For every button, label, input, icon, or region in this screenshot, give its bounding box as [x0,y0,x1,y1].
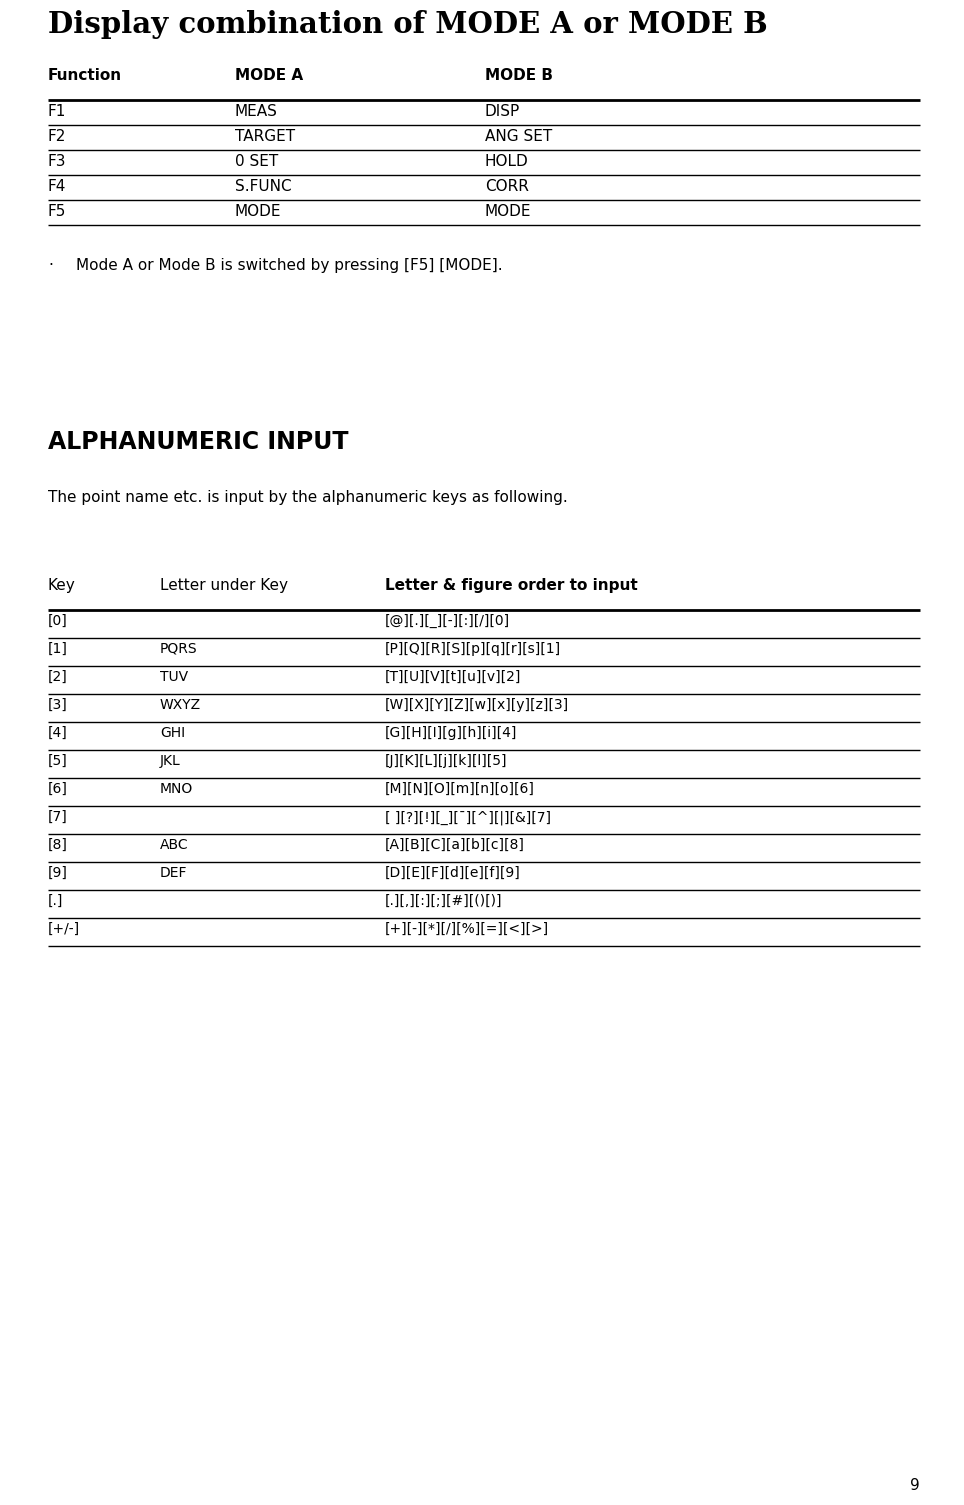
Text: The point name etc. is input by the alphanumeric keys as following.: The point name etc. is input by the alph… [48,491,568,506]
Text: GHI: GHI [160,725,185,740]
Text: [M][N][O][m][n][o][6]: [M][N][O][m][n][o][6] [385,783,535,796]
Text: [ ][?][!][_][¯][^][|][&][7]: [ ][?][!][_][¯][^][|][&][7] [385,810,551,825]
Text: Letter & figure order to input: Letter & figure order to input [385,578,638,593]
Text: [W][X][Y][Z][w][x][y][z][3]: [W][X][Y][Z][w][x][y][z][3] [385,698,569,712]
Text: [A][B][C][a][b][c][8]: [A][B][C][a][b][c][8] [385,838,524,852]
Text: F3: F3 [48,154,67,169]
Text: S.FUNC: S.FUNC [235,179,292,194]
Text: [+/-]: [+/-] [48,923,80,936]
Text: 0 SET: 0 SET [235,154,279,169]
Text: TUV: TUV [160,670,188,683]
Text: ABC: ABC [160,838,189,852]
Text: [6]: [6] [48,783,67,796]
Text: F1: F1 [48,104,67,119]
Text: [.]: [.] [48,894,64,908]
Text: [D][E][F][d][e][f][9]: [D][E][F][d][e][f][9] [385,865,521,880]
Text: PQRS: PQRS [160,643,198,656]
Text: F2: F2 [48,129,67,144]
Text: Key: Key [48,578,76,593]
Text: JKL: JKL [160,754,181,768]
Text: [0]: [0] [48,614,67,628]
Text: [@][.][_][-][:][/][0]: [@][.][_][-][:][/][0] [385,614,510,628]
Text: F5: F5 [48,205,67,220]
Text: Letter under Key: Letter under Key [160,578,288,593]
Text: Mode A or Mode B is switched by pressing [F5] [MODE].: Mode A or Mode B is switched by pressing… [76,257,502,272]
Text: WXYZ: WXYZ [160,698,201,712]
Text: [2]: [2] [48,670,67,683]
Text: MNO: MNO [160,783,193,796]
Text: [G][H][I][g][h][i][4]: [G][H][I][g][h][i][4] [385,725,518,740]
Text: [7]: [7] [48,810,67,825]
Text: MODE A: MODE A [235,68,303,83]
Text: CORR: CORR [485,179,529,194]
Text: [P][Q][R][S][p][q][r][s][1]: [P][Q][R][S][p][q][r][s][1] [385,643,561,656]
Text: TARGET: TARGET [235,129,295,144]
Text: Display combination of MODE A or MODE B: Display combination of MODE A or MODE B [48,11,767,39]
Text: ALPHANUMERIC INPUT: ALPHANUMERIC INPUT [48,430,349,455]
Text: F4: F4 [48,179,67,194]
Text: [T][U][V][t][u][v][2]: [T][U][V][t][u][v][2] [385,670,522,683]
Text: [1]: [1] [48,643,67,656]
Text: ANG SET: ANG SET [485,129,552,144]
Text: 9: 9 [910,1478,920,1493]
Text: [+][-][*][/][%][=][<][>]: [+][-][*][/][%][=][<][>] [385,923,549,936]
Text: [4]: [4] [48,725,67,740]
Text: DEF: DEF [160,865,188,880]
Text: [5]: [5] [48,754,67,768]
Text: [J][K][L][j][k][l][5]: [J][K][L][j][k][l][5] [385,754,507,768]
Text: [.][,][:][;][#][()[)]: [.][,][:][;][#][()[)] [385,894,502,908]
Text: [8]: [8] [48,838,67,852]
Text: MEAS: MEAS [235,104,278,119]
Text: [3]: [3] [48,698,67,712]
Text: [9]: [9] [48,865,67,880]
Text: MODE: MODE [235,205,281,220]
Text: HOLD: HOLD [485,154,528,169]
Text: DISP: DISP [485,104,521,119]
Text: ·: · [48,257,53,272]
Text: MODE B: MODE B [485,68,553,83]
Text: Function: Function [48,68,122,83]
Text: MODE: MODE [485,205,531,220]
